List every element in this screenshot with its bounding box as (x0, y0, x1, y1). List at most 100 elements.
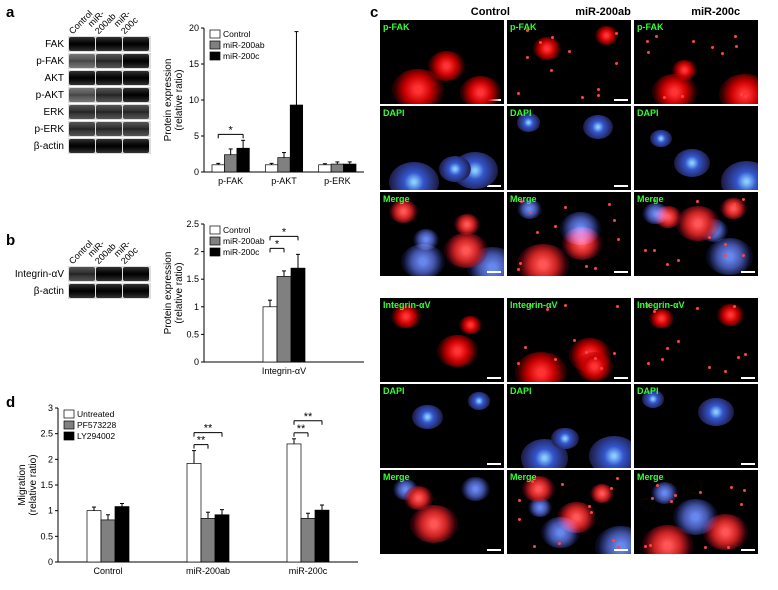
svg-text:Untreated: Untreated (77, 409, 115, 419)
svg-text:Control: Control (223, 225, 251, 235)
wb-band (69, 71, 95, 85)
svg-text:2.5: 2.5 (40, 429, 53, 439)
wb-row-label: Integrin-αV (14, 269, 68, 280)
wb-row-label: AKT (14, 73, 68, 84)
svg-text:miR-200c: miR-200c (289, 566, 328, 576)
wb-band (69, 54, 95, 68)
wb-band (123, 267, 149, 281)
svg-text:20: 20 (189, 23, 199, 33)
svg-text:0: 0 (194, 167, 199, 177)
svg-text:0.5: 0.5 (186, 329, 199, 339)
wb-row-label: β-actin (14, 141, 68, 152)
micro-col-control: Control (434, 6, 547, 18)
micro-cell: Merge (634, 470, 758, 554)
wb-band (96, 71, 122, 85)
svg-text:2.5: 2.5 (186, 219, 199, 229)
wb-band (123, 284, 149, 298)
svg-text:**: ** (197, 435, 206, 447)
wb-band (69, 105, 95, 119)
western-blot-a: Control miR-200ab miR-200c FAKp-FAKAKTp-… (14, 10, 151, 155)
micro-cell: p-FAK (380, 20, 504, 104)
svg-text:Protein expression(relative ra: Protein expression(relative ratio) (163, 59, 185, 142)
svg-text:miR-200ab: miR-200ab (223, 40, 265, 50)
micro-cell: DAPI (380, 106, 504, 190)
chart-a: 05101520Protein expression(relative rati… (160, 20, 370, 190)
svg-text:1.5: 1.5 (186, 274, 199, 284)
micro-cell: Integrin-αV (507, 298, 631, 382)
micro-cell: DAPI (507, 384, 631, 468)
svg-text:0.5: 0.5 (40, 531, 53, 541)
wb-band (69, 139, 95, 153)
wb-band (96, 88, 122, 102)
svg-text:0: 0 (194, 357, 199, 367)
wb-band (123, 88, 149, 102)
micro-cell: Merge (380, 470, 504, 554)
svg-text:miR-200ab: miR-200ab (186, 566, 230, 576)
wb-band (69, 88, 95, 102)
wb-band (123, 54, 149, 68)
wb-b-col-mir200c: miR-200c (112, 233, 145, 266)
svg-text:**: ** (297, 423, 306, 435)
micro-cell: DAPI (634, 106, 758, 190)
svg-text:*: * (282, 226, 287, 238)
svg-text:Protein expression(relative ra: Protein expression(relative ratio) (163, 252, 185, 335)
svg-text:PF573228: PF573228 (77, 420, 116, 430)
wb-band (96, 139, 122, 153)
micro-cell: Integrin-αV (634, 298, 758, 382)
svg-text:**: ** (304, 411, 313, 423)
svg-text:2: 2 (48, 454, 53, 464)
svg-text:p-AKT: p-AKT (271, 176, 297, 186)
svg-text:3: 3 (48, 403, 53, 413)
wb-a-col-mir200c: miR-200c (112, 3, 145, 36)
svg-text:2: 2 (194, 247, 199, 257)
micro-cell: DAPI (634, 384, 758, 468)
wb-band (123, 37, 149, 51)
svg-text:1: 1 (48, 506, 53, 516)
wb-band (96, 37, 122, 51)
svg-text:**: ** (204, 423, 213, 435)
wb-band (123, 71, 149, 85)
wb-row-label: β-actin (14, 286, 68, 297)
micro-cell: Merge (634, 192, 758, 276)
svg-text:miR-200c: miR-200c (223, 51, 260, 61)
micro-col-mir200c: miR-200c (659, 6, 772, 18)
svg-text:*: * (275, 238, 280, 250)
svg-text:miR-200c: miR-200c (223, 247, 260, 257)
svg-text:miR-200ab: miR-200ab (223, 236, 265, 246)
svg-text:p-FAK: p-FAK (218, 176, 243, 186)
wb-band (96, 267, 122, 281)
wb-band (69, 37, 95, 51)
wb-row-label: FAK (14, 39, 68, 50)
western-blot-b: Control miR-200ab miR-200c Integrin-αVβ-… (14, 240, 151, 300)
micro-cell: Merge (507, 470, 631, 554)
wb-row-label: p-AKT (14, 90, 68, 101)
wb-band (123, 139, 149, 153)
microscopy-panel-c: Control miR-200ab miR-200c p-FAKDAPIMerg… (380, 6, 772, 562)
wb-row-label: p-FAK (14, 56, 68, 67)
micro-cell: Merge (380, 192, 504, 276)
svg-text:15: 15 (189, 59, 199, 69)
wb-band (96, 54, 122, 68)
wb-row-label: p-ERK (14, 124, 68, 135)
chart-b: 00.511.522.5Protein expression(relative … (160, 216, 370, 380)
chart-d: 00.511.522.53Migration(relative ratio)Un… (14, 400, 364, 582)
wb-band (96, 284, 122, 298)
svg-text:5: 5 (194, 131, 199, 141)
svg-text:0: 0 (48, 557, 53, 567)
micro-cell: DAPI (507, 106, 631, 190)
micro-cell: p-FAK (634, 20, 758, 104)
micro-cell: p-FAK (507, 20, 631, 104)
svg-text:Integrin-αV: Integrin-αV (262, 366, 306, 376)
panel-label-c: c (370, 4, 378, 21)
micro-cell: DAPI (380, 384, 504, 468)
svg-text:Control: Control (223, 29, 251, 39)
micro-cell: Merge (507, 192, 631, 276)
wb-band (96, 122, 122, 136)
svg-text:Migration(relative ratio): Migration(relative ratio) (17, 454, 39, 515)
wb-band (69, 267, 95, 281)
wb-band (69, 122, 95, 136)
wb-band (123, 105, 149, 119)
micro-cell: Integrin-αV (380, 298, 504, 382)
svg-text:Control: Control (93, 566, 122, 576)
micro-col-mir200ab: miR-200ab (547, 6, 660, 18)
